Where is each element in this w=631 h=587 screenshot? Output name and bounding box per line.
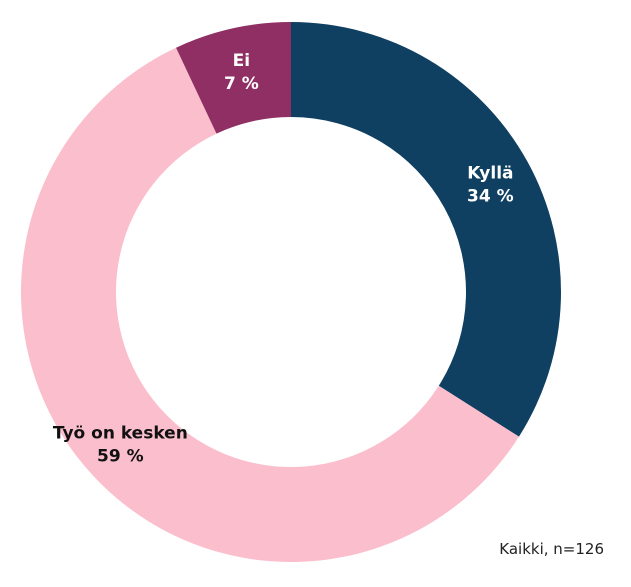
slice-label-0: Kyllä 34 % <box>467 163 514 206</box>
slice-2 <box>176 22 291 134</box>
donut-slices <box>20 22 561 563</box>
slice-labels: Kyllä 34 % Työ on kesken 59 % Ei 7 % <box>53 51 514 466</box>
slice-category-label: Työ on kesken <box>53 423 188 443</box>
slice-value-label: 34 % <box>467 186 514 206</box>
slice-category-label: Kyllä <box>467 163 513 183</box>
slice-value-label: 59 % <box>97 446 144 466</box>
sample-size-note: Kaikki, n=126 <box>499 540 604 558</box>
slice-label-2: Ei 7 % <box>224 51 259 94</box>
slice-1 <box>20 47 519 563</box>
slice-value-label: 7 % <box>224 74 259 94</box>
slice-label-1: Työ on kesken 59 % <box>53 423 188 466</box>
slice-0 <box>291 22 561 437</box>
slice-category-label: Ei <box>233 51 250 71</box>
